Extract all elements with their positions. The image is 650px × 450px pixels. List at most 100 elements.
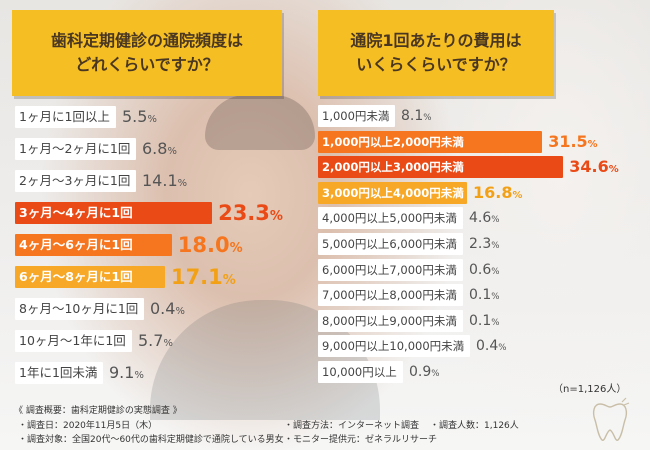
value-number: 18.0 bbox=[177, 233, 230, 257]
value-number: 23.3 bbox=[218, 201, 270, 225]
right-chart-title-line-1: 通院1回あたりの費用は bbox=[350, 31, 522, 50]
left-chart-title-line-2: どれくらいですか？ bbox=[75, 55, 219, 74]
footer-heading: 《 調査概要：歯科定期健診の実態調査 》 bbox=[14, 406, 182, 416]
category-label: 1年に1回未満 bbox=[19, 365, 98, 380]
value-unit: % bbox=[491, 266, 500, 277]
value-label: 31.5% bbox=[548, 131, 597, 156]
value-label: 0.6% bbox=[469, 259, 500, 283]
bar bbox=[318, 361, 403, 383]
bar bbox=[318, 156, 564, 179]
bar-row: 8,000円以上9,000円未満 0.1% bbox=[318, 309, 618, 334]
value-unit: % bbox=[167, 146, 177, 157]
bar-row: 1ヶ月に1回以上 5.5% bbox=[15, 106, 315, 128]
sample-size-note: （n=1,126人） bbox=[553, 384, 627, 395]
bar bbox=[15, 298, 144, 320]
footer-target: ・調査対象：全国20代〜60代の歯科定期健診で通院している男女 bbox=[18, 435, 284, 445]
value-unit: % bbox=[491, 241, 500, 251]
value-label: 2.3% bbox=[469, 233, 500, 257]
value-unit: % bbox=[175, 306, 185, 317]
value-number: 0.1 bbox=[469, 312, 492, 329]
value-number: 14.1 bbox=[142, 171, 178, 190]
bar bbox=[318, 233, 463, 255]
bar-row: 10ヶ月〜1年に1回 5.7% bbox=[15, 330, 315, 352]
bar-row: 1年に1回未満 9.1% bbox=[15, 362, 315, 384]
value-number: 9.1 bbox=[109, 363, 135, 382]
value-number: 17.1 bbox=[170, 265, 223, 289]
category-label: 2ヶ月〜3ヶ月に1回 bbox=[19, 173, 131, 188]
value-number: 0.4 bbox=[150, 299, 176, 318]
bar-row: 6,000円以上7,000円未満 0.6% bbox=[318, 258, 618, 283]
value-label: 8.1% bbox=[401, 105, 432, 129]
category-label: 1,000円未満 bbox=[322, 109, 390, 123]
value-label: 16.8% bbox=[473, 182, 522, 207]
bar bbox=[15, 330, 132, 352]
value-label: 23.3% bbox=[218, 202, 283, 228]
category-label: 1ヶ月〜2ヶ月に1回 bbox=[19, 141, 131, 156]
tooth-logo-icon bbox=[592, 397, 630, 441]
value-label: 9.1% bbox=[109, 362, 144, 387]
bar-row: 2ヶ月〜3ヶ月に1回 14.1% bbox=[15, 170, 315, 192]
value-label: 5.5% bbox=[122, 106, 157, 131]
category-label: 6ヶ月〜8ヶ月に1回 bbox=[19, 269, 133, 284]
bar bbox=[318, 284, 463, 307]
category-label: 8,000円以上9,000円未満 bbox=[322, 313, 457, 328]
bar bbox=[15, 170, 136, 192]
bar bbox=[318, 309, 463, 332]
bar-row: 2,000円以上3,000円未満 34.6% bbox=[318, 156, 619, 179]
bar-row: 10,000円以上 0.9% bbox=[318, 361, 618, 383]
bar-row: 4,000円以上5,000円未満 4.6% bbox=[318, 207, 618, 231]
value-unit: % bbox=[134, 370, 144, 381]
category-label: 4ヶ月〜6ヶ月に1回 bbox=[19, 237, 133, 252]
value-label: 6.8% bbox=[142, 138, 177, 163]
footer-count: ・調査人数：1,126人 bbox=[430, 421, 519, 431]
value-unit: % bbox=[608, 164, 619, 176]
category-label: 6,000円以上7,000円未満 bbox=[322, 262, 457, 277]
bar bbox=[15, 234, 172, 256]
value-unit: % bbox=[498, 343, 507, 354]
category-label: 2,000円以上3,000円未満 bbox=[322, 160, 464, 175]
bar-row: 8ヶ月〜10ヶ月に1回 0.4% bbox=[15, 298, 315, 320]
value-number: 8.1 bbox=[401, 108, 424, 124]
value-number: 34.6 bbox=[569, 157, 609, 177]
bar bbox=[318, 105, 395, 127]
bar-row: 1,000円以上2,000円未満 31.5% bbox=[318, 130, 618, 156]
category-label: 9,000円以上10,000円未満 bbox=[322, 339, 465, 354]
value-number: 5.5 bbox=[122, 107, 148, 126]
value-unit: % bbox=[431, 369, 440, 379]
value-label: 0.9% bbox=[409, 361, 440, 385]
bar bbox=[15, 362, 103, 384]
bar bbox=[15, 202, 213, 224]
value-unit: % bbox=[229, 241, 243, 256]
category-label: 3ヶ月〜4ヶ月に1回 bbox=[19, 205, 133, 220]
value-number: 0.1 bbox=[469, 287, 492, 304]
category-label: 3,000円以上4,000円未満 bbox=[322, 185, 464, 200]
value-label: 4.6% bbox=[469, 207, 500, 231]
bar-row: 9,000円以上10,000円未満 0.4% bbox=[318, 335, 618, 359]
value-unit: % bbox=[269, 209, 283, 224]
value-unit: % bbox=[512, 189, 523, 201]
category-label: 1ヶ月に1回以上 bbox=[19, 109, 110, 124]
value-unit: % bbox=[222, 273, 236, 288]
category-label: 4,000円以上5,000円未満 bbox=[322, 211, 457, 226]
bar bbox=[318, 181, 467, 204]
bar-row: 3,000円以上4,000円未満 16.8% bbox=[318, 181, 618, 207]
value-label: 0.1% bbox=[469, 284, 500, 308]
category-label: 10ヶ月〜1年に1回 bbox=[19, 333, 126, 348]
value-number: 0.6 bbox=[469, 261, 492, 278]
value-unit: % bbox=[587, 138, 598, 150]
category-label: 8ヶ月〜10ヶ月に1回 bbox=[19, 301, 139, 316]
left-chart-title-line-1: 歯科定期健診の通院頻度は bbox=[50, 31, 243, 50]
value-label: 0.4% bbox=[476, 335, 507, 359]
value-number: 5.7 bbox=[138, 331, 164, 350]
value-number: 2.3 bbox=[469, 236, 492, 252]
bar-row: 4ヶ月〜6ヶ月に1回 18.0% bbox=[15, 234, 315, 256]
value-unit: % bbox=[491, 317, 500, 328]
value-unit: % bbox=[147, 114, 157, 125]
value-number: 0.4 bbox=[476, 338, 499, 355]
value-label: 0.1% bbox=[469, 310, 500, 334]
right-chart-title-box: 通院1回あたりの費用は いくらくらいですか？ bbox=[318, 10, 554, 96]
bar bbox=[318, 258, 463, 281]
category-label: 10,000円以上 bbox=[322, 365, 397, 379]
value-label: 14.1% bbox=[142, 170, 187, 195]
bar bbox=[15, 106, 116, 128]
